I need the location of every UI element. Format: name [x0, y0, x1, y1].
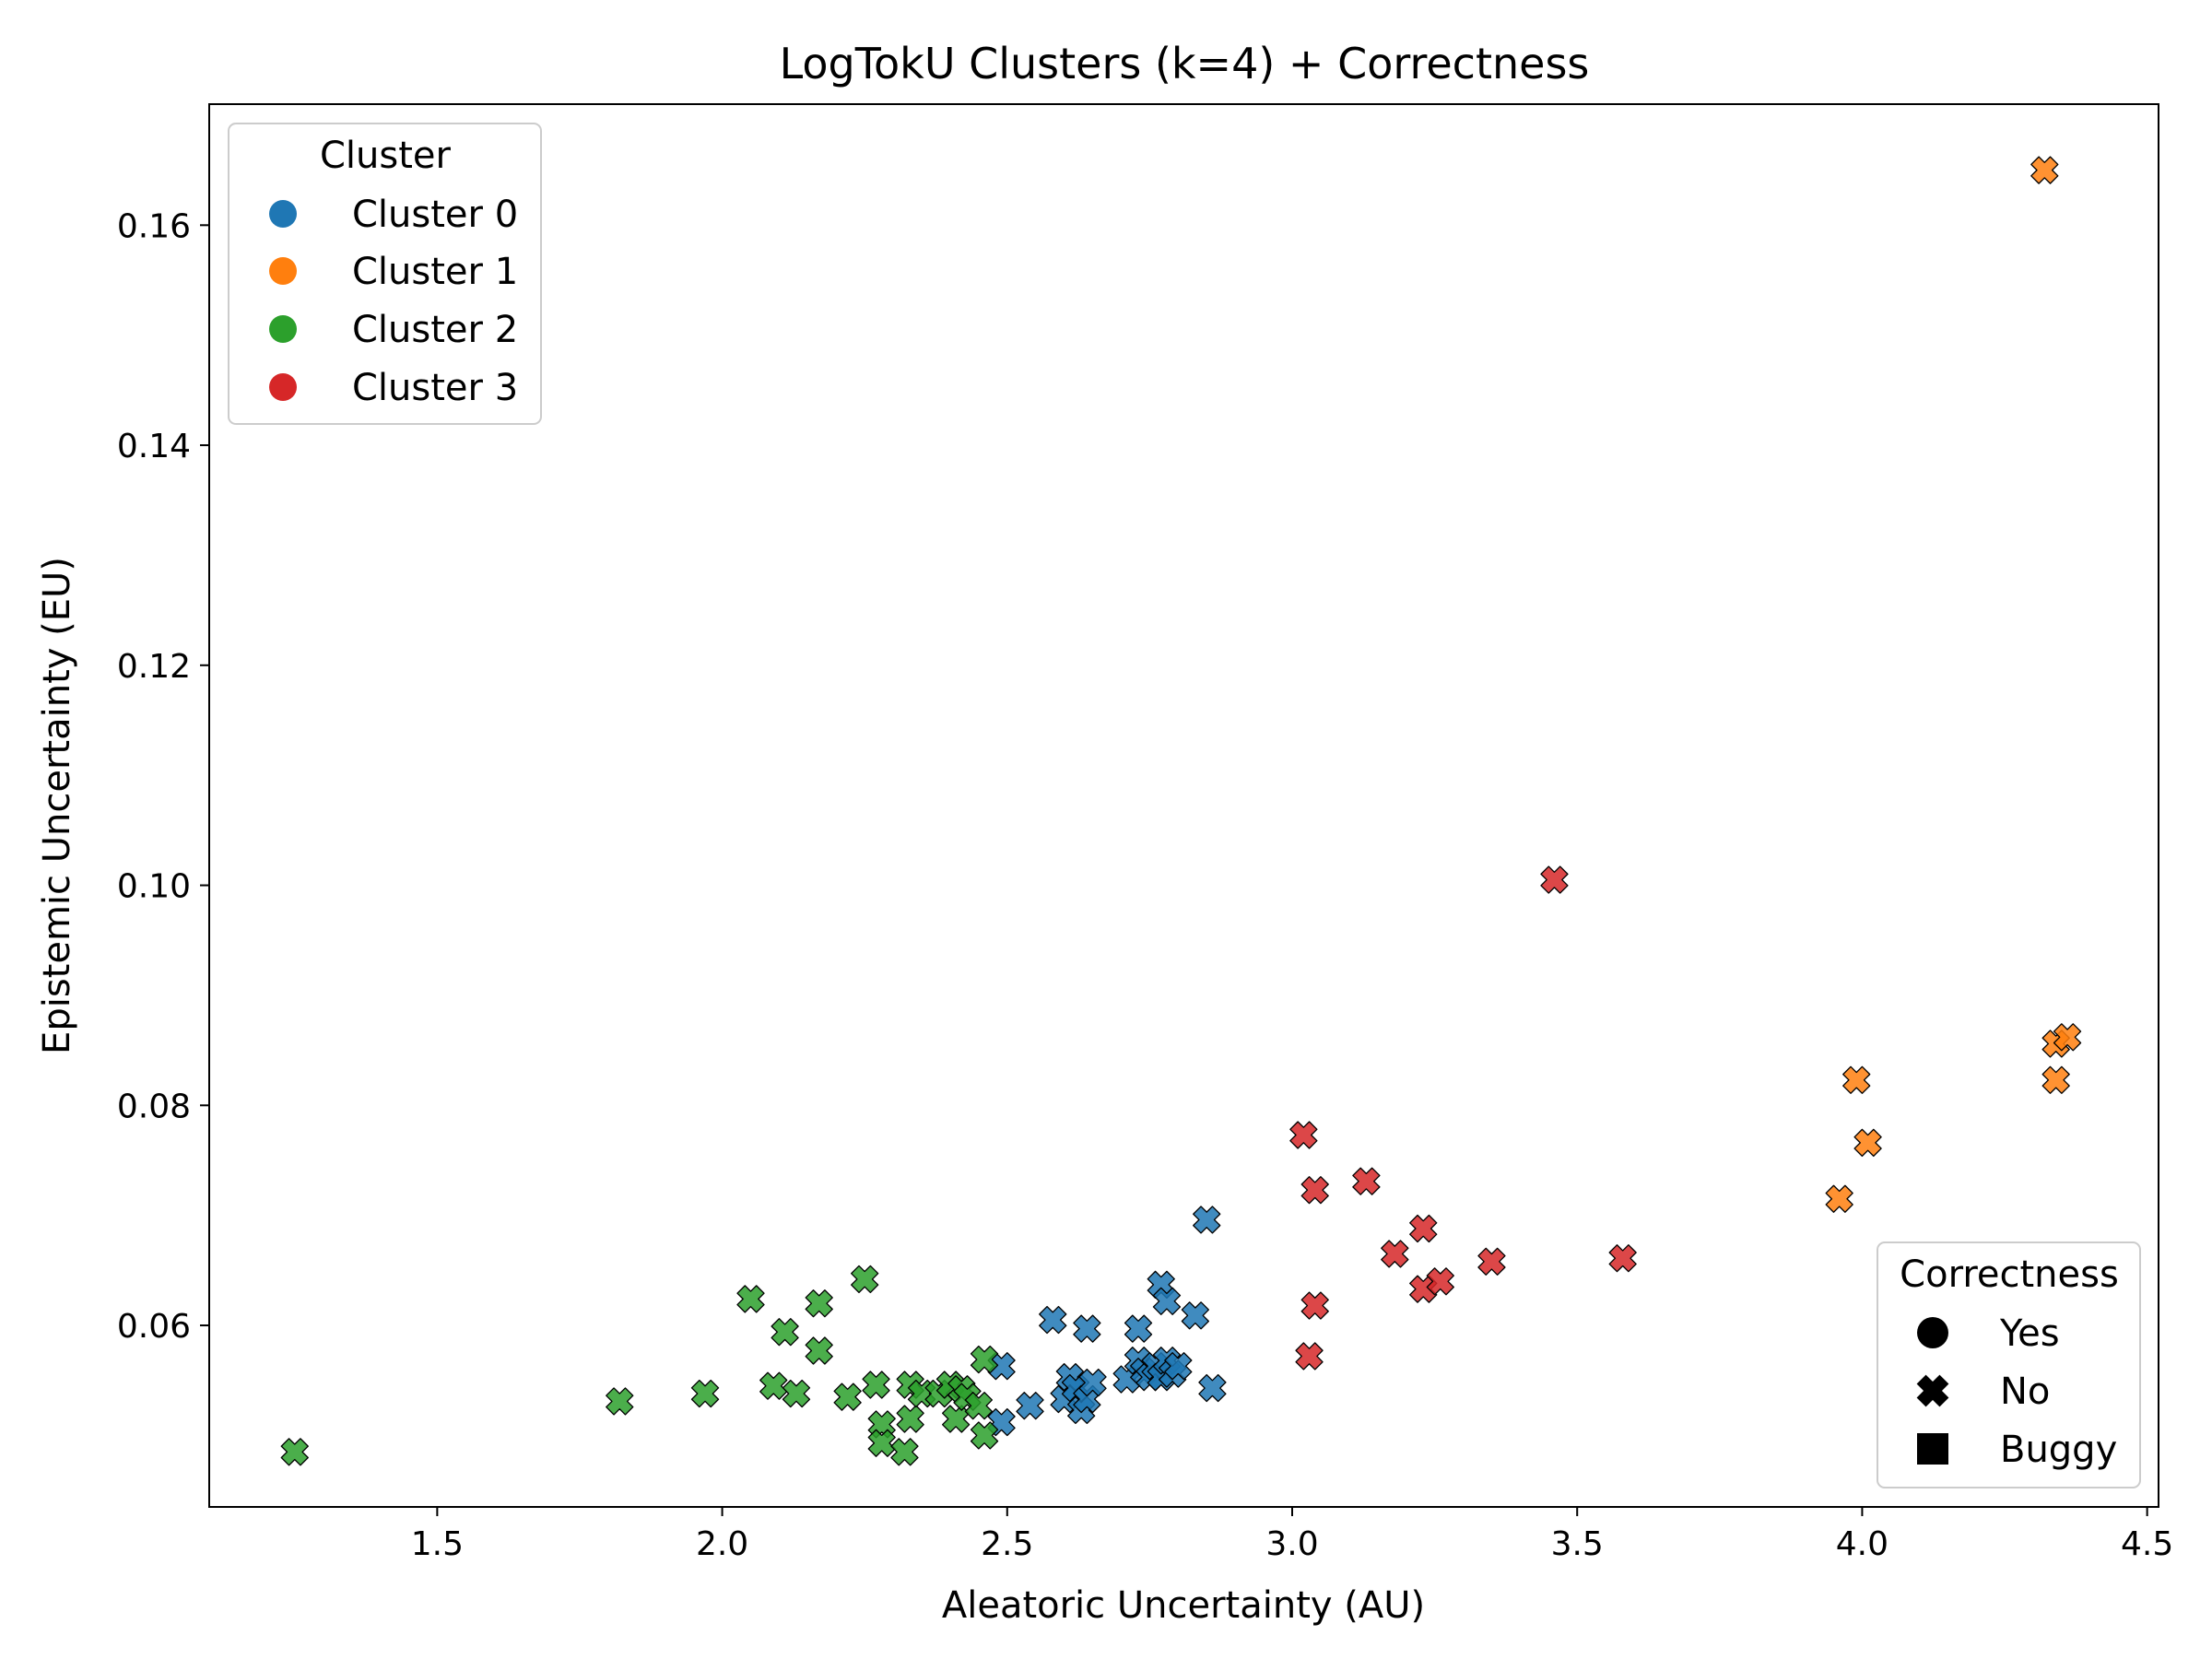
cluster-1-label: Cluster 1 [352, 251, 518, 293]
cluster-2-swatch [269, 315, 297, 343]
cluster-3-point [1409, 1214, 1438, 1243]
cluster-3-point [1426, 1267, 1454, 1296]
y-tick-label: 0.14 [117, 428, 191, 465]
cluster-3-point [1352, 1167, 1381, 1195]
cluster-1-point [2030, 156, 2059, 184]
correctness-legend-title: Correctness [1900, 1253, 2119, 1296]
cluster-3-point [1477, 1247, 1506, 1276]
cluster-3-point [1381, 1240, 1409, 1268]
scatter-marks [280, 156, 2082, 1466]
cluster-2-point [862, 1371, 890, 1399]
cluster-1-point [1842, 1065, 1871, 1094]
cluster-3-point [1300, 1291, 1329, 1320]
yes-label: Yes [1999, 1312, 2060, 1355]
y-tick-label: 0.08 [117, 1088, 191, 1125]
no-label: No [2000, 1371, 2050, 1413]
cluster-2-point [970, 1421, 999, 1450]
x-tick-label: 3.5 [1551, 1525, 1604, 1563]
cluster-2-point [964, 1392, 994, 1420]
cluster-2-point [690, 1379, 720, 1408]
cluster-0-point [1078, 1368, 1107, 1397]
cluster-0-swatch [269, 200, 297, 228]
chart-title: LogTokU Clusters (k=4) + Correctness [780, 39, 1590, 88]
cluster-legend-title: Cluster [320, 135, 452, 177]
cluster-2-point [606, 1387, 634, 1416]
cluster-2-point [805, 1289, 833, 1318]
y-tick-label: 0.10 [117, 868, 191, 906]
cluster-3-label: Cluster 3 [352, 367, 518, 409]
cluster-3-point [1608, 1244, 1637, 1273]
cluster-2-point [833, 1382, 862, 1411]
y-axis: 0.06 0.08 0.10 0.12 0.14 0.16 [117, 207, 209, 1346]
cluster-0-point [1152, 1287, 1182, 1315]
x-tick-label: 4.5 [2121, 1525, 2173, 1563]
cluster-0-point [1073, 1314, 1101, 1343]
cluster-0-label: Cluster 0 [352, 194, 518, 236]
x-tick-label: 2.0 [696, 1525, 748, 1563]
correctness-legend: Correctness Yes No Buggy [1877, 1241, 2141, 1488]
cluster-0-point [1198, 1373, 1227, 1403]
buggy-label: Buggy [2000, 1429, 2117, 1471]
cluster-legend: Cluster Cluster 0 Cluster 1 Cluster 2 Cl… [228, 123, 542, 425]
yes-marker-icon [1917, 1317, 1948, 1348]
y-tick-label: 0.12 [117, 648, 191, 686]
x-tick-label: 2.5 [981, 1525, 1033, 1563]
no-marker-icon [1916, 1374, 1949, 1407]
cluster-2-point [805, 1336, 833, 1365]
y-tick-label: 0.16 [117, 207, 191, 245]
y-tick-label: 0.06 [117, 1308, 191, 1346]
cluster-0-point [1039, 1305, 1067, 1335]
cluster-0-point [1124, 1314, 1153, 1343]
x-tick-label: 3.0 [1265, 1525, 1318, 1563]
x-axis-label: Aleatoric Uncertainty (AU) [942, 1584, 1425, 1627]
buggy-marker-icon [1917, 1433, 1948, 1465]
correctness-legend-box [1877, 1241, 2141, 1488]
cluster-1-point [1853, 1128, 1882, 1158]
cluster-0-point [1193, 1206, 1221, 1234]
cluster-3-point [1540, 865, 1569, 894]
cluster-1-point [2053, 1023, 2082, 1052]
cluster-2-point [867, 1429, 896, 1457]
cluster-2-label: Cluster 2 [352, 309, 518, 351]
cluster-2-point [280, 1438, 309, 1466]
x-axis: 1.5 2.0 2.5 3.0 3.5 4.0 4.5 [411, 1507, 2173, 1563]
cluster-2-point [736, 1285, 765, 1313]
cluster-1-point [1825, 1184, 1853, 1213]
cluster-0-point [1164, 1352, 1193, 1381]
cluster-1-swatch [269, 257, 297, 285]
cluster-2-point [782, 1379, 811, 1408]
cluster-2-point [970, 1345, 999, 1374]
cluster-3-point [1295, 1342, 1324, 1371]
cluster-2-point [759, 1371, 788, 1400]
cluster-0-point [1016, 1392, 1044, 1420]
cluster-0-point [1181, 1301, 1210, 1330]
plot-frame [208, 103, 2159, 1508]
cluster-3-swatch [269, 373, 297, 401]
y-axis-label: Epistemic Uncertainty (EU) [36, 557, 78, 1054]
cluster-2-point [890, 1438, 919, 1466]
cluster-3-point [1300, 1176, 1329, 1205]
cluster-2-point [771, 1318, 799, 1347]
cluster-legend-box [228, 123, 542, 425]
x-tick-label: 4.0 [1836, 1525, 1888, 1563]
x-tick-label: 1.5 [411, 1525, 464, 1563]
cluster-3-point [1289, 1121, 1318, 1149]
cluster-1-point [2041, 1065, 2070, 1094]
cluster-2-point [851, 1265, 879, 1294]
